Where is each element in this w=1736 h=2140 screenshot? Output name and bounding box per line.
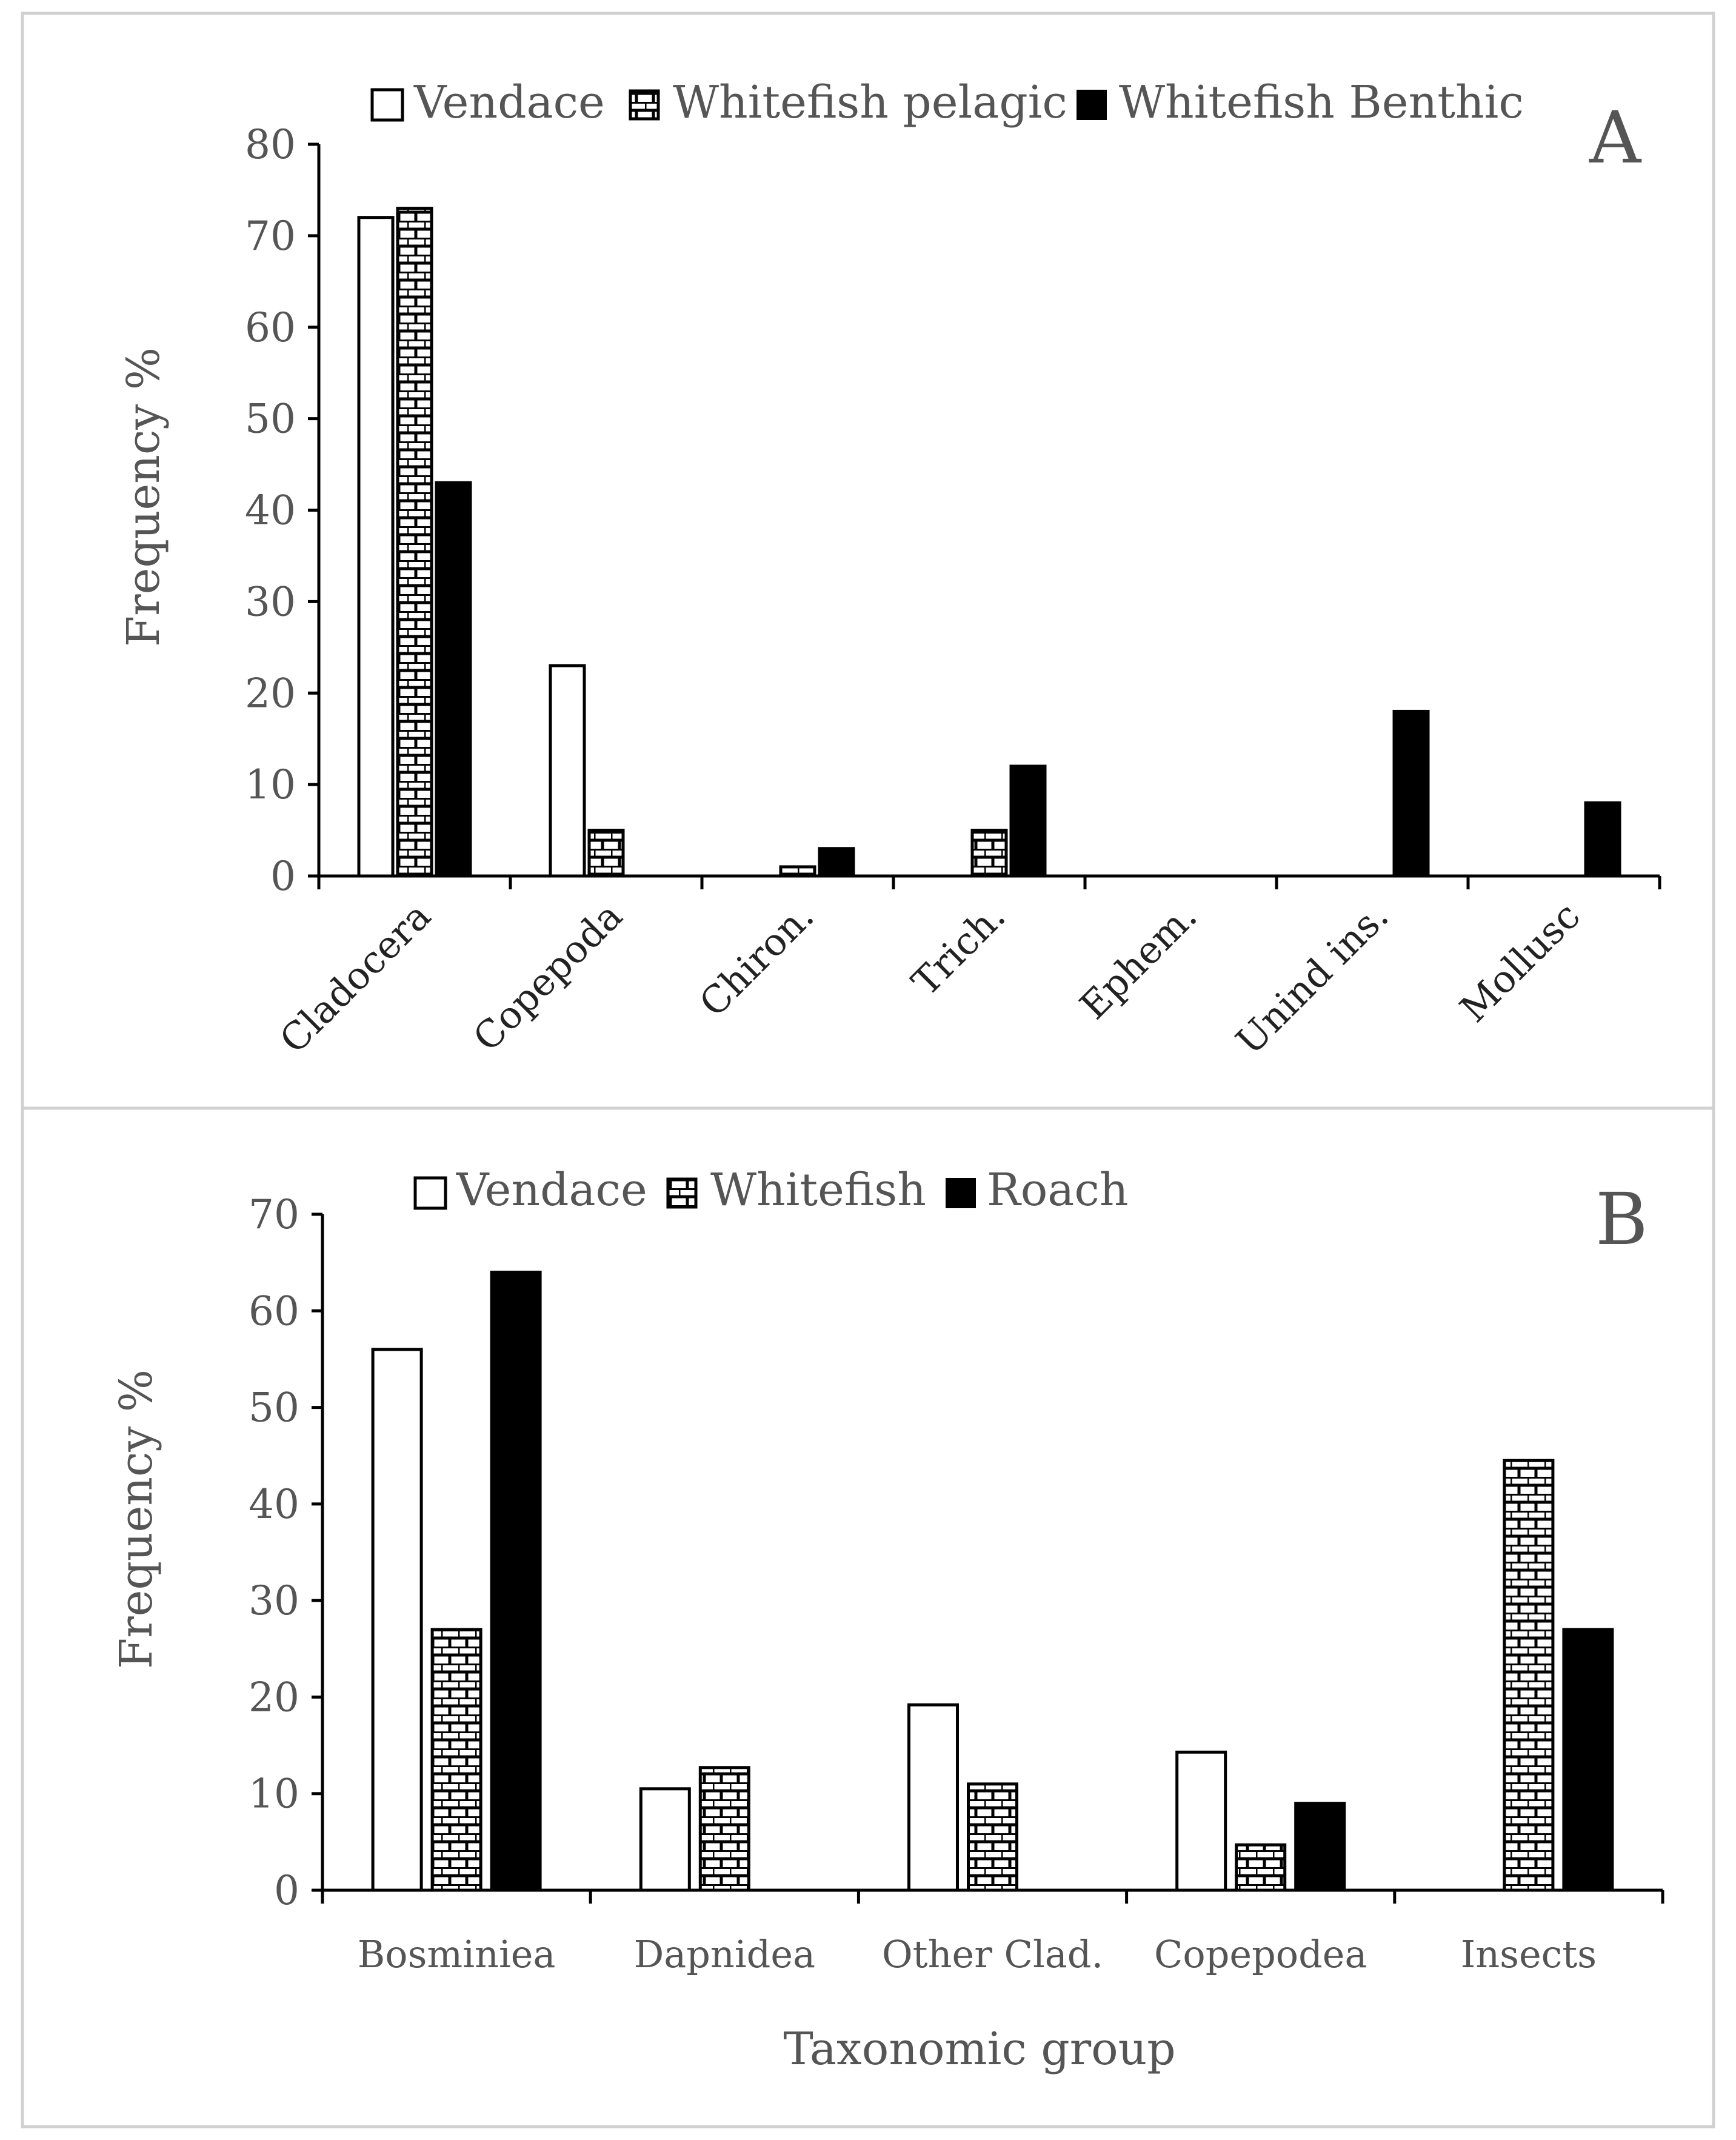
legend-a-label-vendace: Vendace: [413, 76, 605, 129]
panel-b-frame: [21, 1106, 1715, 2128]
bar-a-trich-whitefish-benthic: [1009, 764, 1047, 878]
panel-a-y-tick-label: 10: [245, 761, 296, 808]
panel-b-category-label-copepodea: Copepodea: [1154, 1932, 1367, 1976]
bar-a-trich-whitefish-pelagic: [970, 829, 1008, 878]
panel-a-y-tick-label: 50: [245, 396, 296, 443]
bar-a-unind-ins-whitefish-benthic: [1392, 709, 1430, 878]
bar-b-dapnidea-whitefish: [698, 1766, 750, 1892]
panel-a-category-label-ephem: Ephem.: [1071, 894, 1205, 1028]
legend-b-swatch-vendace: [413, 1176, 447, 1210]
legend-a-swatch-whitefish-benthic: [1077, 90, 1107, 120]
bar-a-copepoda-whitefish-pelagic: [587, 829, 625, 878]
panel-a-y-tick-label: 40: [245, 487, 296, 534]
bar-b-dapnidea-vendace: [639, 1787, 691, 1892]
bar-a-chiron-whitefish-benthic: [818, 847, 855, 878]
legend-a-label-whitefish-benthic: Whitefish Benthic: [1119, 76, 1524, 129]
bar-b-bosminiea-vendace: [371, 1348, 423, 1892]
panel-a-category-label-trich: Trich.: [903, 894, 1014, 1005]
bar-b-insects-whitefish: [1503, 1459, 1555, 1892]
panel-b-y-tick-label: 60: [249, 1288, 299, 1334]
panel-a-y-tick-label: 70: [245, 213, 296, 259]
bar-a-mollusc-whitefish-benthic: [1584, 801, 1621, 878]
legend-a-label-whitefish-pelagic: Whitefish pelagic: [673, 76, 1067, 129]
panel-a-y-tick-label: 20: [245, 670, 296, 717]
panel-b-y-tick-label: 70: [249, 1191, 299, 1238]
panel-a-category-label-unind-ins: Unind ins.: [1227, 894, 1397, 1063]
bar-a-copepoda-vendace: [549, 664, 586, 878]
panel-b-letter: B: [1595, 1177, 1648, 1261]
bar-a-cladocera-whitefish-benthic: [435, 481, 472, 878]
bar-b-copepodea-whitefish: [1235, 1843, 1287, 1892]
panel-a-letter: A: [1589, 96, 1642, 179]
legend-b-label-vendace: Vendace: [456, 1164, 647, 1216]
chart-panel-a: 0 10 20 30 40 50 60 70 80 Cladocera Copepoda Chiro…: [118, 76, 1661, 1063]
bar-a-cladocera-whitefish-pelagic: [396, 207, 433, 878]
panel-a-y-axis-title: Frequency %: [118, 347, 170, 647]
panel-b-y-tick-label: 30: [249, 1577, 299, 1624]
bar-b-bosminiea-roach: [490, 1271, 542, 1892]
panel-a-y-tick-label: 0: [270, 853, 296, 900]
panel-b-category-label-insects: Insects: [1461, 1932, 1597, 1976]
bar-b-other-clad-vendace: [907, 1703, 959, 1892]
panel-b-y-axis-title: Frequency %: [110, 1369, 162, 1669]
panel-a-frame: [21, 12, 1715, 1110]
chart-panel-b: 0 10 20 30 40 50 60 70 Bosminiea Dapnidea Other C…: [110, 1164, 1664, 2075]
legend-b-swatch-whitefish: [666, 1177, 698, 1209]
panel-a-category-label-copepoda: Copepoda: [464, 894, 630, 1060]
panel-b-y-tick-label: 50: [249, 1385, 299, 1431]
panel-b-y-tick-label: 0: [274, 1867, 299, 1914]
legend-b-swatch-roach: [946, 1178, 976, 1208]
bar-b-copepodea-roach: [1294, 1802, 1346, 1892]
panel-b-category-label-dapnidea: Dapnidea: [634, 1932, 815, 1976]
panel-a-category-label-cladocera: Cladocera: [271, 894, 439, 1062]
panel-a-y-tick-label: 30: [245, 578, 296, 625]
bar-b-other-clad-whitefish: [967, 1782, 1018, 1892]
legend-a-swatch-whitefish-pelagic: [629, 89, 660, 121]
legend-a-swatch-vendace: [370, 88, 404, 122]
panel-b-category-label-bosminiea: Bosminiea: [358, 1932, 556, 1976]
bar-b-copepodea-vendace: [1175, 1750, 1227, 1892]
panel-a-category-label-chiron: Chiron.: [691, 894, 823, 1025]
legend-b-label-whitefish: Whitefish: [710, 1164, 926, 1216]
panel-b-category-label-other-clad: Other Clad.: [882, 1932, 1103, 1976]
bar-b-bosminiea-whitefish: [430, 1628, 482, 1892]
panel-a-y-tick-label: 80: [245, 121, 296, 168]
panel-a-category-label-mollusc: Mollusc: [1451, 894, 1588, 1031]
legend-b-label-roach: Roach: [987, 1164, 1129, 1216]
bar-a-cladocera-vendace: [357, 216, 395, 878]
panel-b-y-tick-label: 40: [249, 1481, 299, 1528]
bar-b-insects-roach: [1562, 1628, 1614, 1892]
panel-b-y-tick-label: 10: [249, 1771, 299, 1817]
panel-b-x-axis-title: Taxonomic group: [783, 2023, 1175, 2075]
panel-a-y-tick-label: 60: [245, 304, 296, 351]
panel-b-y-tick-label: 20: [249, 1674, 299, 1720]
